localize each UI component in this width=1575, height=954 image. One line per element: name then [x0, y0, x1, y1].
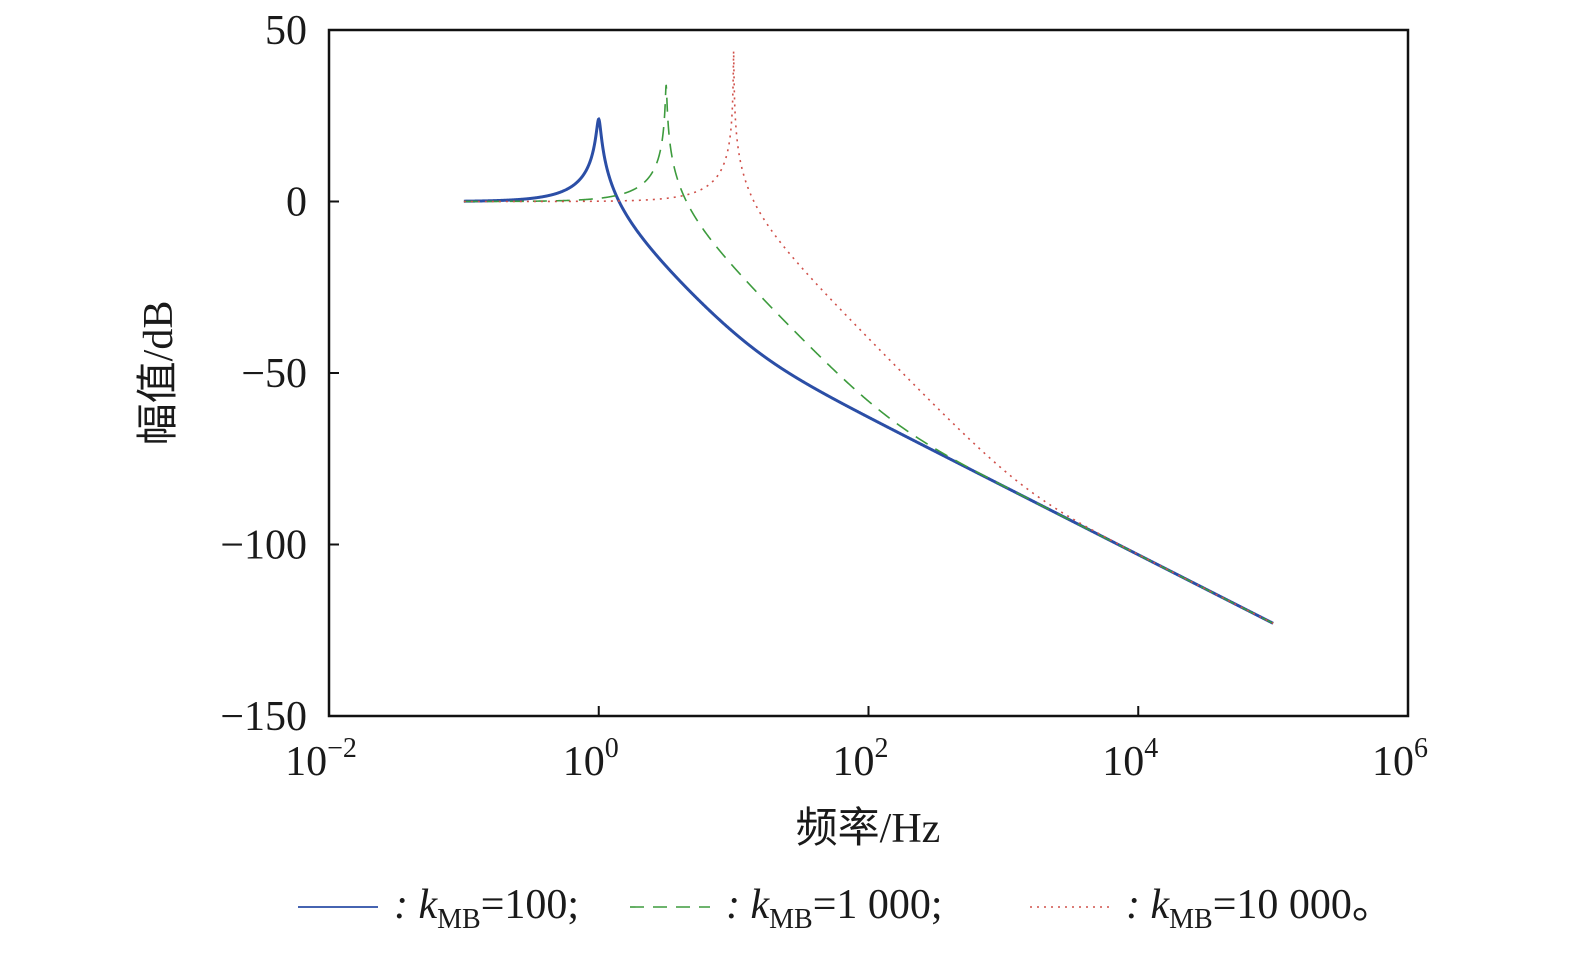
plot-frame [327, 28, 1410, 718]
y-tick-label: 0 [286, 180, 307, 226]
x-tick-exponent: 2 [875, 733, 889, 764]
x-tick-label: 100 [563, 733, 619, 785]
x-tick-base: 10 [563, 739, 605, 785]
x-tick-base: 10 [1102, 739, 1144, 785]
x-tick-base: 10 [833, 739, 875, 785]
legend-label: : kMB=10 000。 [1126, 882, 1394, 935]
y-axis-label: 幅值/dB [136, 301, 182, 446]
series-lines [463, 50, 1274, 625]
legend: : kMB=100; : kMB=1 000; : kMB=10 000。 [298, 882, 1394, 935]
y-tick-label: −100 [220, 523, 307, 569]
x-tick-label: 102 [833, 733, 889, 785]
legend-label: : kMB=1 000; [726, 882, 943, 935]
series-line-kMB=1000 [463, 84, 1274, 625]
series-line-kMB=10000 [463, 50, 1274, 625]
x-axis-ticks: 10−2 100 102 104 106 [285, 706, 1428, 785]
y-tick-label: −50 [241, 351, 307, 397]
x-tick-exponent: −2 [327, 733, 357, 764]
series-line-kMB=100 [463, 117, 1274, 625]
x-tick-label: 104 [1102, 733, 1158, 785]
x-tick-label: 10−2 [285, 733, 357, 785]
y-axis-ticks: 50 0 −50 −100 −150 [220, 8, 339, 740]
x-tick-base: 10 [285, 739, 327, 785]
y-tick-label: −150 [220, 694, 307, 740]
x-tick-exponent: 4 [1144, 733, 1158, 764]
x-axis-label: 频率/Hz [796, 805, 941, 852]
y-tick-label: 50 [265, 8, 307, 54]
x-tick-label: 106 [1372, 733, 1428, 785]
x-tick-base: 10 [1372, 739, 1414, 785]
x-tick-exponent: 6 [1414, 733, 1428, 764]
legend-label: : kMB=100; [394, 882, 579, 935]
x-tick-exponent: 0 [605, 733, 619, 764]
